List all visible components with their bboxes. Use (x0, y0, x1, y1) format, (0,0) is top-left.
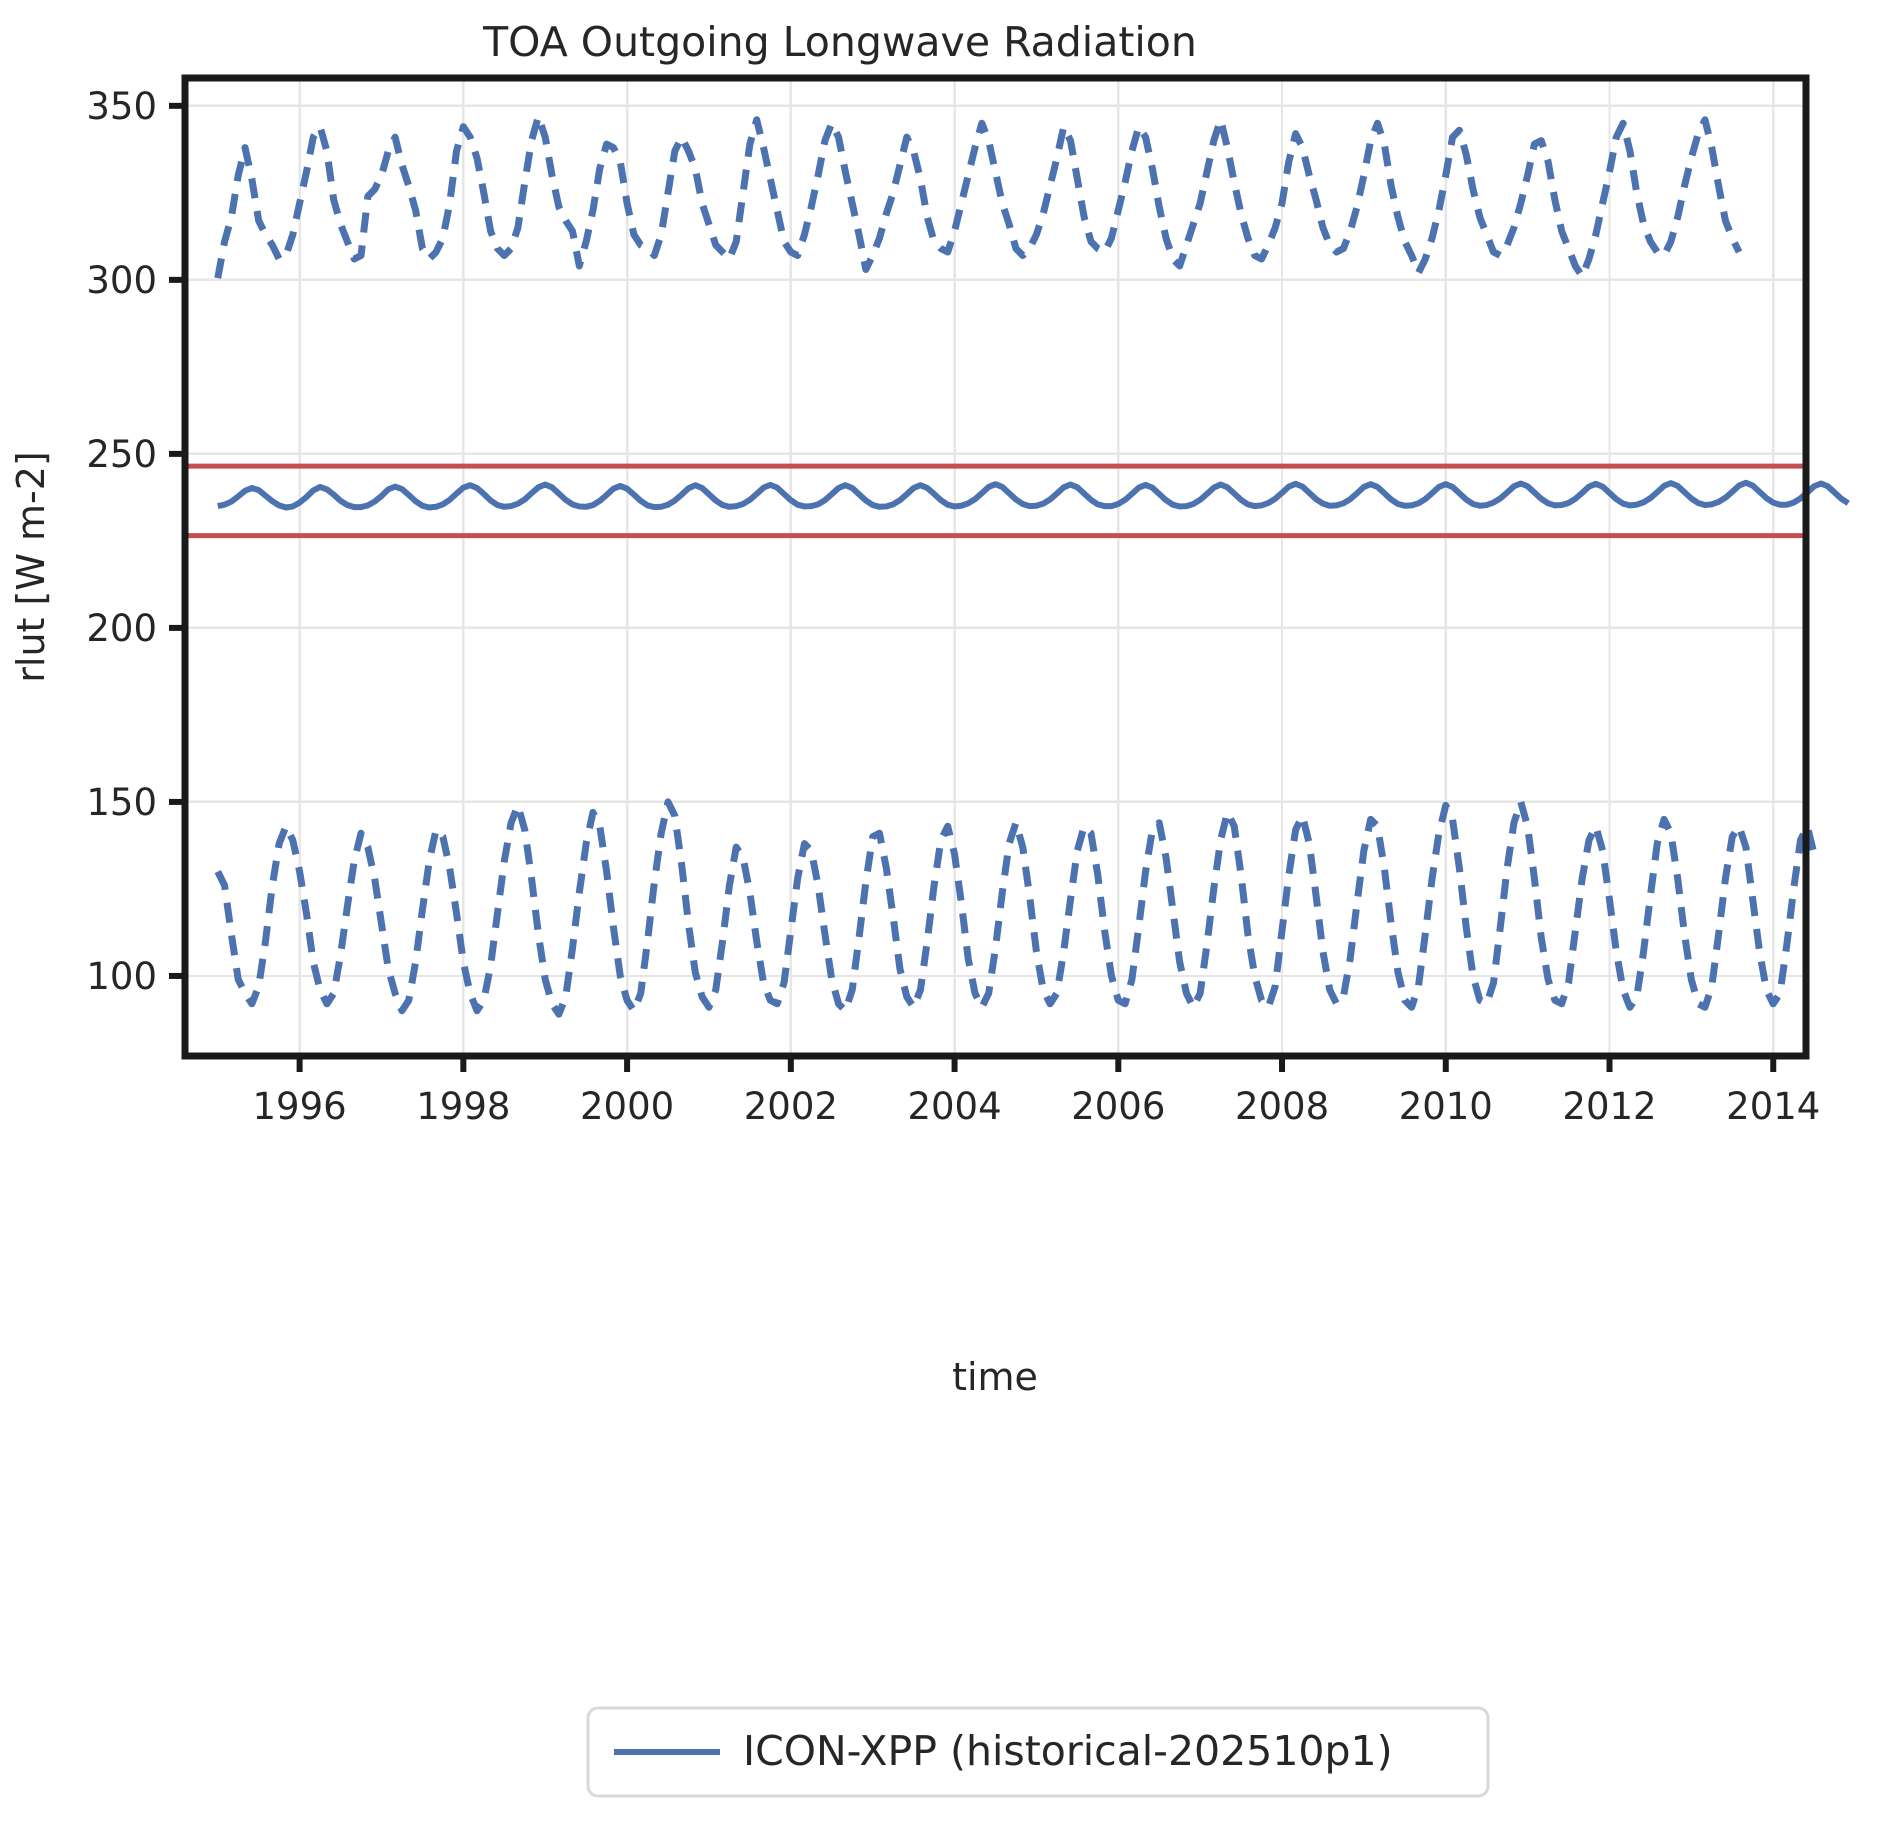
y-tick-label-150: 150 (86, 781, 157, 824)
y-axis-label: rlut [W m-2] (9, 451, 53, 682)
legend-label: ICON-XPP (historical-202510p1) (743, 1727, 1393, 1775)
x-tick-label-2010: 2010 (1399, 1085, 1493, 1128)
chart-title: TOA Outgoing Longwave Radiation (482, 18, 1197, 66)
axes-frame (181, 74, 1810, 1060)
gridlines (185, 78, 1806, 1056)
reference-lines-layer (185, 463, 1806, 539)
y-tick-label-300: 300 (86, 259, 157, 302)
legend-box (586, 1706, 1490, 1798)
x-tick-label-2006: 2006 (1071, 1085, 1165, 1128)
x-axis-label: time (952, 1355, 1038, 1399)
x-tick-label-2004: 2004 (907, 1085, 1001, 1128)
legend[interactable]: ICON-XPP (historical-202510p1) (586, 1706, 1490, 1798)
x-tick-label-1998: 1998 (416, 1085, 510, 1128)
y-tick-label-250: 250 (86, 433, 157, 476)
y-tick-label-200: 200 (86, 607, 157, 650)
x-tick-label-1996: 1996 (253, 1085, 347, 1128)
series-line-2 (214, 798, 1818, 1018)
x-tick-label-2000: 2000 (580, 1085, 674, 1128)
x-tick-label-2014: 2014 (1726, 1085, 1820, 1128)
data-series-layer (214, 112, 1850, 1018)
y-tick-label-100: 100 (86, 955, 157, 998)
x-tick-label-2012: 2012 (1562, 1085, 1656, 1128)
x-tick-label-2002: 2002 (744, 1085, 838, 1128)
y-tick-label-350: 350 (86, 85, 157, 128)
series-line-1 (217, 479, 1850, 511)
x-tick-label-2008: 2008 (1235, 1085, 1329, 1128)
axis-ticks: 100 150 200 250 300 350 1996 1998 2000 2002 2004 20… (86, 85, 1820, 1128)
